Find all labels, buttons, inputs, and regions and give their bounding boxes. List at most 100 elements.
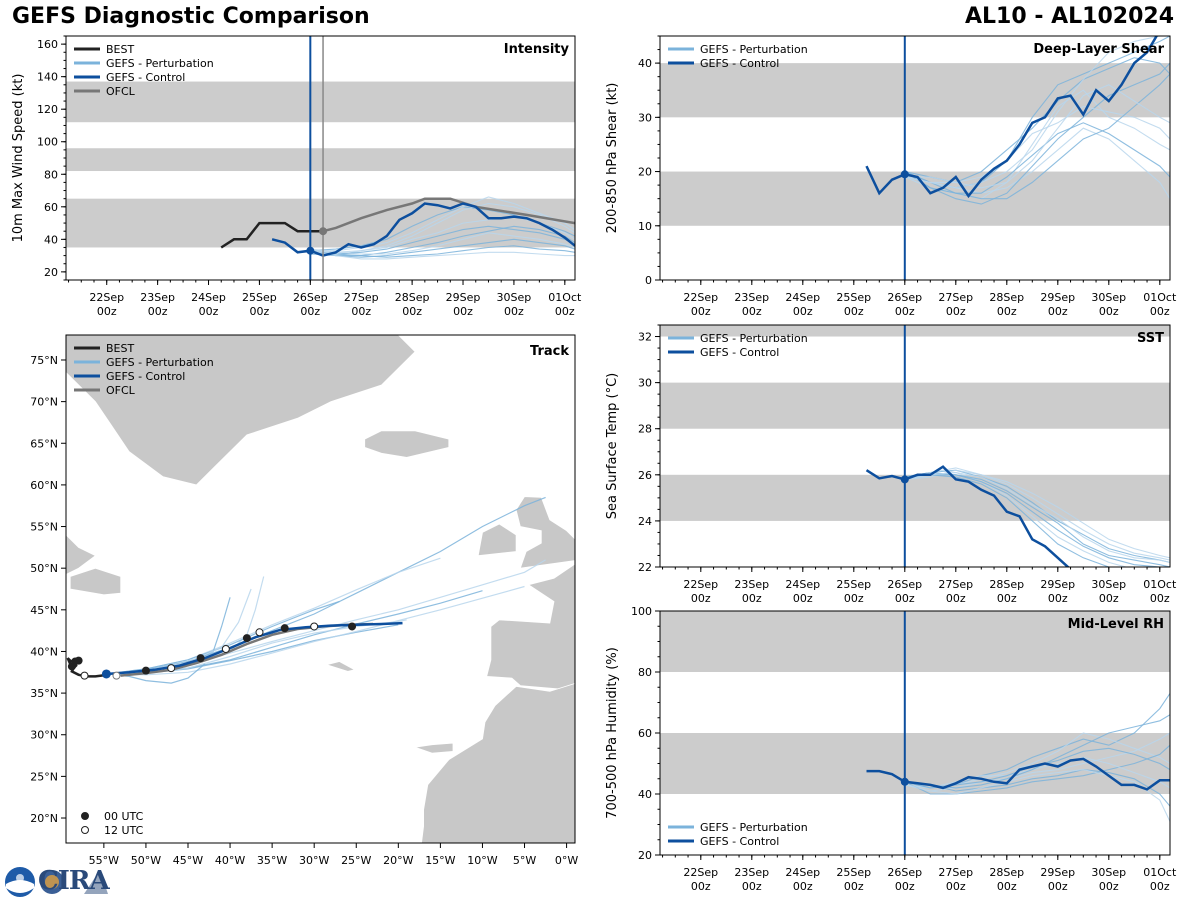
rh-xtick-hour-5: 00z: [946, 880, 966, 893]
shear-xtick-hour-2: 00z: [793, 305, 813, 318]
track-legend-label-1: GEFS - Perturbation: [106, 356, 214, 369]
intensity-legend-label-3: OFCL: [106, 85, 136, 98]
intensity-xtick-day-2: 24Sep: [191, 291, 226, 304]
track-control-marker-8: [348, 622, 357, 631]
rh-perturbation-line-5: [904, 756, 1170, 789]
intensity-xtick-hour-3: 00z: [250, 305, 270, 318]
rh-band-1: [660, 611, 1170, 672]
intensity-perturbation-line-7: [310, 196, 575, 252]
shear-control-marker: [900, 170, 909, 179]
intensity-xtick-hour-9: 00z: [555, 305, 575, 318]
rh-title: Mid-Level RH: [1068, 617, 1164, 632]
shear-xtick-day-2: 24Sep: [785, 291, 820, 304]
sst-title: SST: [1137, 331, 1164, 346]
track-title: Track: [530, 344, 569, 359]
intensity-ytick-label-3: 80: [44, 168, 58, 181]
sst-xtick-day-8: 30Sep: [1091, 578, 1126, 591]
rh-xtick-hour-0: 00z: [691, 880, 711, 893]
track-perturbation-line-0: [108, 496, 546, 675]
track-ytick-label-3: 35°N: [30, 687, 58, 700]
sst-xtick-day-6: 28Sep: [989, 578, 1024, 591]
rh-xtick-hour-8: 00z: [1099, 880, 1119, 893]
intensity-xtick-day-7: 29Sep: [446, 291, 481, 304]
sst-band-1: [660, 382, 1170, 429]
sst-ytick-label-5: 32: [638, 331, 652, 344]
intensity-perturbation-line-5: [310, 232, 575, 255]
intensity-xtick-hour-8: 00z: [504, 305, 524, 318]
track-perturbation-line-5: [108, 576, 265, 675]
intensity-perturbation-line-9: [310, 250, 575, 260]
intensity-band-1: [66, 148, 575, 172]
shear-legend-label-0: GEFS - Perturbation: [700, 43, 808, 56]
track-xtick-label-9: 10°W: [467, 854, 497, 867]
iceland-shape: [364, 430, 450, 458]
intensity-perturbation-line-8: [310, 225, 575, 255]
intensity-ytick-label-4: 100: [37, 136, 58, 149]
rh-xtick-hour-3: 00z: [844, 880, 864, 893]
newfoundland-shape: [69, 567, 122, 596]
intensity-band-2: [66, 81, 575, 123]
rh-xtick-day-7: 29Sep: [1040, 866, 1075, 879]
track-marker-legend-label-0: 00 UTC: [104, 810, 144, 823]
storm-id-label: AL10 - AL102024: [965, 4, 1174, 29]
track-perturbation-line-9: [108, 619, 407, 675]
rh-series: [866, 693, 1170, 822]
shear-xtick-day-1: 23Sep: [734, 291, 769, 304]
sst-perturbation-line-3: [904, 469, 1170, 561]
track-control-marker-3: [221, 644, 230, 653]
sst-xtick-hour-1: 00z: [742, 592, 762, 605]
rh-xtick-hour-9: 00z: [1150, 880, 1170, 893]
intensity-xtick-hour-4: 00z: [300, 305, 320, 318]
rh-control-marker: [900, 777, 909, 786]
rh-xtick-hour-7: 00z: [1048, 880, 1068, 893]
rh-legend-label-1: GEFS - Control: [700, 835, 779, 848]
shear-xtick-day-5: 27Sep: [938, 291, 973, 304]
intensity-perturbation-line-6: [310, 245, 575, 258]
sst-ylabel: Sea Surface Temp (°C): [605, 373, 620, 520]
figure-title: GEFS Diagnostic Comparison: [12, 4, 370, 29]
intensity-xtick-day-3: 25Sep: [242, 291, 277, 304]
sst-xtick-day-2: 24Sep: [785, 578, 820, 591]
sst-ytick-label-1: 24: [638, 515, 652, 528]
shear-xtick-hour-1: 00z: [742, 305, 762, 318]
sst-band-0: [660, 474, 1170, 521]
rh-xtick-hour-4: 00z: [895, 880, 915, 893]
intensity-xtick-hour-1: 00z: [148, 305, 168, 318]
track-basemap: [66, 335, 575, 843]
track-control-marker-2: [196, 654, 205, 663]
sst-xtick-hour-7: 00z: [1048, 592, 1068, 605]
shear-ytick-label-3: 30: [638, 111, 652, 124]
sst-xtick-day-4: 26Sep: [887, 578, 922, 591]
intensity-xtick-day-0: 22Sep: [89, 291, 124, 304]
intensity-band-0: [66, 198, 575, 248]
ireland-shape: [477, 523, 517, 557]
intensity-xtick-hour-5: 00z: [351, 305, 371, 318]
track-marker-legend-symbol-1: [81, 826, 89, 834]
shear-series: [865, 36, 1170, 205]
sst-ytick-label-3: 28: [638, 423, 652, 436]
sst-xtick-hour-4: 00z: [895, 592, 915, 605]
track-legend-label-0: BEST: [106, 342, 134, 355]
shear-xtick-day-6: 28Sep: [989, 291, 1024, 304]
rh-ytick-label-3: 80: [638, 666, 652, 679]
canary-islands-shape: [414, 742, 454, 754]
sst-xtick-day-1: 23Sep: [734, 578, 769, 591]
shear-perturbation-line-4: [904, 62, 1170, 205]
intensity-ofcl-line: [322, 197, 575, 233]
shear-xtick-hour-8: 00z: [1099, 305, 1119, 318]
track-xtick-label-1: 50°W: [131, 854, 161, 867]
shear-xtick-day-0: 22Sep: [683, 291, 718, 304]
track-control-line: [108, 621, 403, 676]
intensity-control-marker: [306, 246, 315, 255]
sst-perturbation-line-5: [904, 467, 1170, 559]
sst-panel: 22242628303222Sep00z23Sep00z24Sep00z25Se…: [605, 324, 1177, 605]
rh-xtick-day-2: 24Sep: [785, 866, 820, 879]
shear-perturbation-line-6: [904, 73, 1170, 200]
intensity-xtick-hour-0: 00z: [97, 305, 117, 318]
intensity-xtick-hour-7: 00z: [453, 305, 473, 318]
track-ytick-label-9: 65°N: [30, 437, 58, 450]
cira-logo-text: CIRA: [38, 866, 110, 896]
intensity-ytick-label-6: 140: [37, 71, 58, 84]
intensity-legend-label-1: GEFS - Perturbation: [106, 57, 214, 70]
track-perturbation-line-2: [108, 590, 483, 675]
